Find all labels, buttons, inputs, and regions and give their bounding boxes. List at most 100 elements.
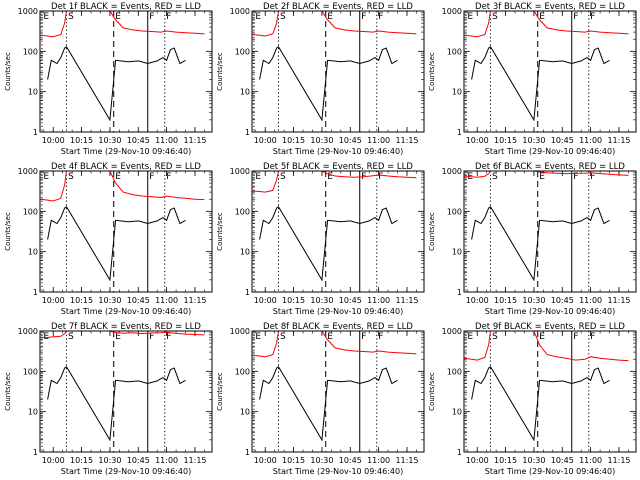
marker-label: F	[590, 172, 595, 182]
y-axis-label: Counts/sec	[428, 52, 436, 91]
events-series-line	[259, 205, 398, 282]
plot-frame	[39, 170, 213, 293]
marker-label: E	[539, 332, 545, 342]
x-tick-label: 11:15	[395, 136, 418, 145]
x-tick-label: 10:00	[466, 136, 489, 145]
x-tick-label: 11:00	[155, 456, 178, 465]
y-axis-label: Counts/sec	[428, 212, 436, 251]
y-tick-label: 1000	[18, 327, 38, 336]
panel-title: Det 2f BLACK = Events, RED = LLD	[263, 2, 413, 12]
lld-series-line	[464, 331, 629, 362]
y-tick-label: 1000	[230, 7, 250, 16]
x-tick-label: 10:30	[310, 296, 333, 305]
x-tick-label: 10:00	[466, 296, 489, 305]
x-tick-label: 11:15	[607, 456, 630, 465]
x-tick-label: 10:30	[310, 136, 333, 145]
x-tick-label: 10:45	[339, 136, 362, 145]
marker-label: F	[590, 12, 595, 22]
x-tick-label: 10:45	[551, 456, 574, 465]
marker-label: S	[492, 172, 498, 182]
y-tick-label: 1	[33, 288, 38, 297]
lld-series-line	[464, 171, 629, 178]
marker-label: E	[115, 332, 121, 342]
y-tick-label: 10	[28, 408, 38, 417]
panel-title: Det 7f BLACK = Events, RED = LLD	[51, 322, 201, 332]
panel-title: Det 4f BLACK = Events, RED = LLD	[51, 162, 201, 172]
y-tick-label: 1	[33, 448, 38, 457]
marker-label: E	[115, 12, 121, 22]
x-tick-label: 11:00	[579, 136, 602, 145]
x-tick-label: 11:15	[607, 136, 630, 145]
x-tick-label: 11:00	[579, 456, 602, 465]
x-tick-label: 10:30	[98, 296, 121, 305]
x-tick-label: 10:00	[42, 296, 65, 305]
x-tick-label: 11:15	[183, 456, 206, 465]
y-tick-label: 1000	[442, 327, 462, 336]
marker-label: E	[327, 12, 333, 22]
marker-label: E	[327, 172, 333, 182]
x-tick-label: 10:00	[42, 136, 65, 145]
events-series-line	[471, 365, 610, 442]
marker-label: F	[166, 332, 171, 342]
marker-label: F	[590, 332, 595, 342]
panel-9: Det 9f BLACK = Events, RED = LLD Counts/s…	[428, 322, 637, 476]
marker-label: F	[573, 12, 578, 22]
marker-label: S	[492, 332, 498, 342]
marker-label: E	[43, 172, 49, 182]
panel-7: Det 7f BLACK = Events, RED = LLD Counts/s…	[4, 322, 213, 476]
marker-label: F	[149, 332, 154, 342]
x-tick-label: 11:15	[395, 296, 418, 305]
x-axis-label: Start Time (29-Nov-10 09:46:40)	[61, 467, 191, 476]
panel-title: Det 8f BLACK = Events, RED = LLD	[263, 322, 413, 332]
y-axis-label: Counts/sec	[216, 52, 224, 91]
lld-series-line	[252, 331, 417, 358]
lld-series-line	[40, 331, 205, 339]
marker-label: E	[43, 12, 49, 22]
x-axis-label: Start Time (29-Nov-10 09:46:40)	[485, 307, 615, 316]
panel-1: Det 1f BLACK = Events, RED = LLD Counts/s…	[4, 2, 213, 156]
y-tick-label: 1000	[442, 167, 462, 176]
x-axis-label: Start Time (29-Nov-10 09:46:40)	[61, 147, 191, 156]
lld-series-line	[464, 11, 629, 38]
x-tick-label: 10:15	[494, 296, 517, 305]
x-tick-label: 10:30	[310, 456, 333, 465]
x-tick-label: 10:00	[42, 456, 65, 465]
x-tick-label: 11:00	[367, 296, 390, 305]
x-tick-label: 10:30	[522, 136, 545, 145]
x-tick-label: 10:30	[522, 296, 545, 305]
x-tick-label: 11:00	[367, 136, 390, 145]
marker-label: F	[149, 172, 154, 182]
y-axis-label: Counts/sec	[216, 212, 224, 251]
panel-8: Det 8f BLACK = Events, RED = LLD Counts/s…	[216, 322, 425, 476]
y-tick-label: 1	[245, 288, 250, 297]
marker-label: S	[68, 172, 74, 182]
x-axis-label: Start Time (29-Nov-10 09:46:40)	[273, 147, 403, 156]
x-tick-label: 11:00	[155, 296, 178, 305]
y-tick-label: 1	[457, 448, 462, 457]
y-tick-label: 1	[33, 128, 38, 137]
marker-label: F	[573, 332, 578, 342]
y-tick-label: 1	[457, 128, 462, 137]
events-series-line	[47, 45, 186, 122]
panel-6: Det 6f BLACK = Events, RED = LLD Counts/s…	[428, 162, 637, 316]
x-axis-label: Start Time (29-Nov-10 09:46:40)	[273, 467, 403, 476]
y-tick-label: 100	[447, 367, 462, 376]
marker-label: E	[115, 172, 121, 182]
x-tick-label: 10:45	[127, 296, 150, 305]
y-tick-label: 100	[235, 367, 250, 376]
marker-label: E	[327, 332, 333, 342]
marker-label: S	[280, 12, 286, 22]
events-series-line	[259, 365, 398, 442]
events-series-line	[47, 205, 186, 282]
x-tick-label: 10:15	[282, 136, 305, 145]
y-tick-label: 100	[235, 207, 250, 216]
x-tick-label: 10:00	[254, 456, 277, 465]
plot-frame	[251, 10, 425, 133]
x-tick-label: 10:15	[494, 136, 517, 145]
marker-label: F	[378, 172, 383, 182]
marker-label: F	[378, 332, 383, 342]
marker-label: S	[68, 332, 74, 342]
marker-label: F	[361, 332, 366, 342]
marker-label: F	[378, 12, 383, 22]
